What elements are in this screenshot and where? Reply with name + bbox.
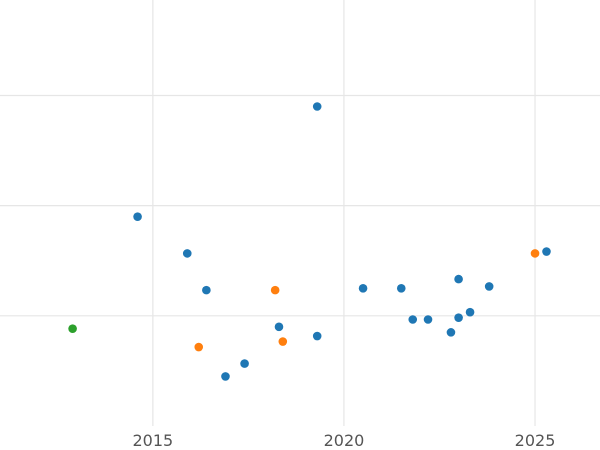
scatter-point	[202, 285, 211, 295]
scatter-point	[408, 315, 418, 324]
scatter-point	[182, 249, 192, 258]
grid-layer	[0, 0, 600, 426]
scatter-point	[454, 313, 463, 322]
x-tick-label: 2020	[324, 431, 365, 450]
scatter-point	[221, 372, 230, 381]
scatter-point	[240, 359, 249, 368]
scatter-point	[530, 249, 540, 258]
scatter-point	[133, 212, 142, 221]
scatter-point	[484, 282, 494, 291]
scatter-point	[454, 274, 463, 284]
scatter-point	[312, 331, 322, 341]
scatter-point	[270, 285, 280, 295]
scatter-point	[542, 247, 551, 256]
points-layer	[68, 102, 551, 381]
scatter-point	[312, 102, 322, 111]
scatter-point	[194, 342, 204, 352]
x-tick-label: 2015	[133, 431, 174, 450]
scatter-point	[68, 324, 77, 333]
scatter-point	[358, 283, 368, 293]
x-tick-label: 2025	[515, 431, 556, 450]
scatter-point	[465, 307, 475, 317]
scatter-point	[396, 283, 406, 293]
tick-labels-layer: 2015 2020 2025	[133, 431, 556, 450]
scatter-point	[274, 322, 284, 332]
scatter-point	[423, 315, 433, 324]
scatter-point	[446, 328, 456, 337]
scatter-point	[278, 337, 288, 346]
